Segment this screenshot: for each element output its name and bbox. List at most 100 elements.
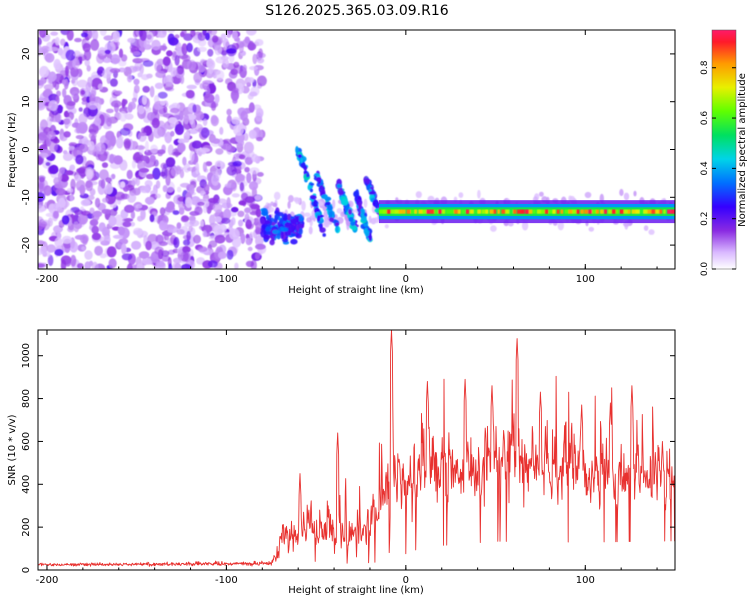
onset-blob — [261, 208, 269, 217]
noise-blob — [114, 90, 123, 95]
noise-blob — [122, 218, 134, 222]
noise-blob — [111, 54, 121, 65]
noise-blob — [246, 172, 252, 184]
noise-blob — [158, 241, 168, 247]
noise-blob — [255, 221, 262, 231]
noise-blob — [230, 206, 239, 213]
noise-blob — [151, 117, 160, 129]
noise-blob — [127, 103, 133, 113]
noise-blob — [249, 167, 260, 175]
band-hotspot — [410, 209, 416, 214]
faint-noise-blob — [539, 191, 544, 197]
streak-blob — [327, 205, 333, 211]
noise-blob — [88, 131, 97, 140]
band-hotspot — [611, 209, 617, 214]
noise-blob — [193, 110, 204, 121]
noise-blob — [230, 182, 237, 192]
noise-blob — [76, 263, 84, 269]
noise-blob — [90, 86, 97, 99]
faint-noise-blob — [311, 209, 316, 219]
noise-blob — [137, 72, 143, 78]
streak-blob — [321, 194, 328, 200]
onset-blob — [261, 224, 267, 230]
noise-blob — [139, 30, 147, 42]
snr-y-tick-label: 1000 — [21, 343, 32, 368]
noise-blob — [210, 101, 217, 111]
noise-blob — [170, 107, 180, 114]
noise-blob — [91, 261, 99, 269]
band-hotspot — [481, 209, 487, 214]
noise-blob — [211, 35, 219, 43]
band-hotspot — [588, 209, 595, 214]
noise-blob — [121, 243, 127, 255]
noise-blob — [231, 30, 238, 40]
noise-blob — [66, 188, 74, 193]
noise-blob — [136, 263, 143, 269]
noise-blob — [182, 156, 187, 166]
band-hotspot — [461, 209, 466, 214]
noise-blob — [39, 77, 45, 87]
noise-blob — [132, 51, 141, 56]
noise-blob — [76, 167, 87, 174]
onset-blob — [291, 233, 297, 237]
band-hotspot — [560, 209, 564, 214]
spectrogram-y-tick-label: 10 — [21, 95, 32, 108]
faint-noise-blob — [270, 201, 274, 206]
noise-blob — [203, 93, 215, 104]
noise-blob — [94, 245, 103, 256]
streak-blob — [335, 225, 339, 233]
noise-blob — [95, 142, 106, 155]
band-hotspot — [457, 209, 461, 214]
noise-blob — [105, 177, 112, 183]
noise-blob — [140, 186, 150, 194]
noise-blob — [170, 130, 175, 137]
noise-blob — [73, 52, 84, 57]
noise-blob — [157, 149, 166, 155]
noise-blob — [197, 246, 208, 253]
band-hotspot — [493, 209, 497, 214]
noise-blob — [219, 140, 224, 146]
noise-blob — [108, 258, 117, 269]
noise-blob — [61, 235, 72, 244]
noise-blob — [127, 192, 137, 203]
noise-blob — [101, 208, 112, 215]
noise-blob — [188, 225, 193, 233]
noise-blob — [74, 209, 84, 216]
noise-blob — [50, 31, 59, 36]
noise-blob — [214, 216, 222, 223]
band-hotspot — [485, 209, 489, 214]
noise-blob — [172, 210, 180, 216]
noise-blob — [81, 246, 86, 251]
noise-blob — [256, 172, 264, 177]
noise-blob — [186, 42, 193, 53]
faint-noise-blob — [477, 189, 481, 199]
noise-blob — [197, 32, 207, 41]
noise-blob — [110, 100, 122, 108]
streak-blob — [295, 146, 299, 154]
noise-blob — [117, 226, 126, 236]
noise-blob — [142, 85, 150, 93]
band-hotspot — [651, 209, 656, 214]
noise-blob — [177, 248, 184, 261]
noise-blob — [115, 137, 124, 149]
noise-blob — [68, 145, 75, 151]
noise-blob — [84, 58, 90, 67]
band-hotspot — [568, 209, 574, 214]
faint-noise-blob — [588, 226, 595, 232]
faint-noise-blob — [304, 212, 311, 217]
noise-blob — [165, 157, 176, 168]
noise-blob — [100, 179, 106, 189]
noise-blob — [193, 72, 203, 83]
snr-y-tick-label: 800 — [21, 389, 32, 408]
streak-blob — [348, 208, 352, 215]
noise-blob — [106, 246, 117, 258]
noise-blob — [254, 39, 264, 46]
noise-blob — [183, 239, 191, 246]
noise-blob — [138, 251, 150, 259]
noise-blob — [143, 40, 151, 50]
noise-blob — [126, 169, 133, 180]
noise-blob — [141, 127, 147, 134]
noise-blob — [155, 193, 161, 199]
